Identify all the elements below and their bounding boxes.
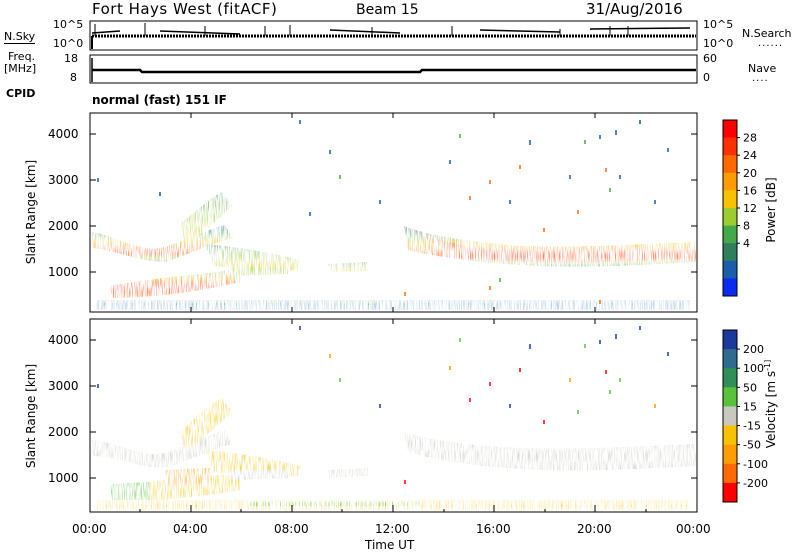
velocity-panel [89,318,698,513]
power-ytick: 2000 [48,219,79,233]
freq-tick-top: 18 [64,52,78,65]
nave-tick-top: 60 [703,52,717,65]
nave-dots: .... [752,73,769,84]
velocity-unit-superscript: -1] [763,360,772,371]
time-tick: 20:00 [577,522,612,536]
cpid-label: CPID [6,87,36,100]
velocity-colorbar-swatch [723,444,737,465]
nsearch-tick-bottom: 10^0 [703,37,734,50]
range-ticks [90,133,697,479]
velocity-colorbar-label: Velocity [m s-1] [763,360,778,448]
power-colorbar-swatch [723,190,737,209]
velocity-colorbar-swatch [723,368,737,388]
power-colorbar-tick-label: 28 [743,132,757,145]
power-ytick: 4000 [48,127,79,141]
freq-panel [89,54,698,84]
power-ylabel: Slant Range [km] [24,160,38,264]
power-echoes [92,192,696,310]
nsearch-label: N.Search [742,27,792,40]
power-colorbar-swatch [723,243,737,262]
power-colorbar-tick-label: 16 [743,184,757,197]
time-tick: 16:00 [476,522,511,536]
nsky-tick-top: 10^5 [53,18,84,31]
freq-unit: [MHz] [4,62,37,75]
velocity-colorbar-swatch [723,349,737,369]
velocity-colorbar-tick-label: 200 [743,343,764,356]
freq-tick-bottom: 8 [70,71,77,84]
cpid-value: normal (fast) 151 IF [92,93,227,107]
freq-label: Freq. [8,50,36,63]
nave-tick-bottom: 0 [703,71,710,84]
time-tick: 12:00 [375,522,410,536]
time-tick: 04:00 [173,522,208,536]
power-panel [89,112,698,313]
velocity-colorbar-tick-label: -50 [743,439,761,452]
nsearch-dots: ...... [758,38,784,49]
power-colorbar-tick-label: 20 [743,167,757,180]
velocity-ytick: 4000 [48,333,79,347]
velocity-speckles [97,326,669,484]
time-tick: 00:00 [72,522,107,536]
power-colorbar-swatch [723,172,737,191]
power-colorbar-tick-label: 24 [743,149,757,162]
power-colorbar: Power [dB] [722,119,778,297]
time-tick: 08:00 [274,522,309,536]
velocity-colorbar-tick-label: -100 [743,458,768,471]
nsearch-tick-top: 10^5 [703,18,734,31]
power-colorbar-swatch [723,137,737,156]
velocity-colorbar-tick-label: -200 [743,477,768,490]
power-colorbar-tick-label: 12 [743,202,757,215]
velocity-colorbar-swatch [723,482,737,503]
nsky-label: N.Sky [4,30,36,44]
power-ytick: 1000 [48,265,79,279]
time-axis-label: Time UT [365,538,415,552]
velocity-colorbar-tick-label: -15 [743,420,761,433]
time-ticks [139,113,647,512]
nave-label: Nave [748,62,777,75]
velocity-colorbar-swatch [723,387,737,407]
nsky-tick-bottom: 10^0 [53,37,84,50]
velocity-colorbar-tick-label: 50 [743,381,757,394]
velocity-ytick: 1000 [48,471,79,485]
nsky-panel [89,20,698,51]
beam-label: Beam 15 [356,2,419,18]
time-tick: 00:00 [676,522,711,536]
velocity-ytick: 3000 [48,379,79,393]
velocity-colorbar: Velocity [m s-1] [722,329,778,503]
power-ytick: 3000 [48,173,79,187]
velocity-unit-text: Velocity [m s [764,371,778,448]
power-speckles [97,120,669,304]
power-colorbar-swatch [723,260,737,279]
velocity-colorbar-swatch [723,463,737,484]
power-colorbar-swatch [723,225,737,244]
power-colorbar-swatch [723,120,737,139]
velocity-colorbar-swatch [723,406,737,427]
date-label: 31/Aug/2016 [586,0,683,18]
station-title: Fort Hays West (fitACF) [92,0,278,18]
velocity-colorbar-swatch [723,425,737,446]
power-colorbar-tick-label: 4 [743,237,750,250]
velocity-colorbar-swatch [723,330,737,350]
power-colorbar-label: Power [dB] [764,177,778,242]
velocity-colorbar-tick-label: 15 [743,400,757,413]
power-colorbar-tick-label: 8 [743,220,750,233]
velocity-ytick: 2000 [48,425,79,439]
power-colorbar-swatch [723,278,737,297]
velocity-colorbar-tick-label: 100 [743,362,764,375]
power-colorbar-swatch [723,208,737,227]
velocity-ylabel: Slant Range [km] [24,364,38,468]
power-colorbar-swatch [723,155,737,174]
